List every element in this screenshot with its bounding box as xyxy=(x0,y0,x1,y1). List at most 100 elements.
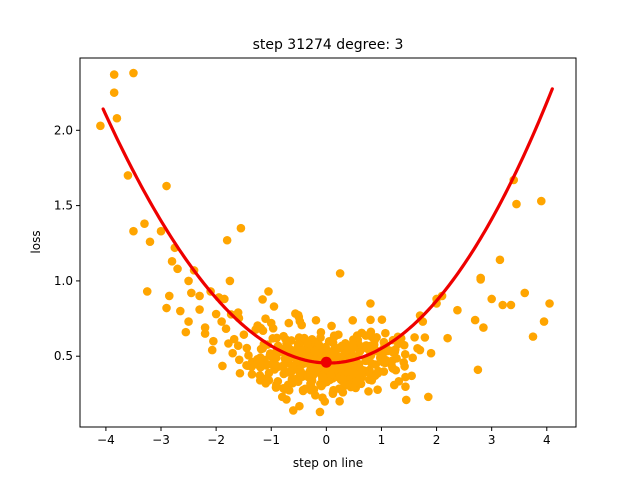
scatter-point xyxy=(352,377,361,387)
fit-curve-layer xyxy=(101,87,554,368)
scatter-point xyxy=(339,361,348,371)
scatter-point xyxy=(536,196,546,206)
scatter-point xyxy=(388,364,398,373)
scatter-point xyxy=(373,366,383,376)
scatter-point xyxy=(539,317,549,326)
scatter-point xyxy=(420,333,430,342)
scatter-point xyxy=(306,368,316,378)
scatter-point xyxy=(479,323,488,332)
scatter-point xyxy=(164,291,174,301)
scatter-point xyxy=(167,257,177,266)
scatter-point xyxy=(352,331,362,340)
scatter-point xyxy=(315,407,325,417)
x-tick-label: −1 xyxy=(262,433,280,447)
scatter-point xyxy=(408,353,418,363)
scatter-point xyxy=(251,325,260,334)
scatter-point xyxy=(176,306,185,316)
scatter-point xyxy=(388,348,398,357)
x-tick-label: 2 xyxy=(433,433,441,447)
scatter-point xyxy=(401,395,411,405)
scatter-point xyxy=(366,299,375,308)
scatter-point xyxy=(328,388,338,398)
scatter-point xyxy=(367,376,377,385)
scatter-point xyxy=(286,345,295,354)
scatter-point xyxy=(393,339,403,349)
scatter-point xyxy=(377,315,387,324)
scatter-point xyxy=(487,294,496,304)
scatter-point xyxy=(277,392,287,402)
scatter-point xyxy=(285,367,295,377)
scatter-point xyxy=(506,300,516,310)
scatter-point xyxy=(162,303,171,313)
chart-title: step 31274 degree: 3 xyxy=(253,37,404,53)
scatter-point xyxy=(200,323,210,332)
scatter-point xyxy=(410,333,419,342)
current-step-marker xyxy=(320,356,332,368)
scatter-point xyxy=(329,332,339,342)
scatter-point xyxy=(316,328,326,337)
scatter-point xyxy=(295,401,304,411)
scatter-point xyxy=(476,273,485,283)
x-tick-label: 1 xyxy=(378,433,386,447)
scatter-point xyxy=(381,328,390,338)
scatter-point xyxy=(498,300,508,310)
scatter-point xyxy=(224,339,233,348)
scatter-point xyxy=(235,368,245,378)
scatter-point xyxy=(335,397,344,406)
scatter-point xyxy=(173,264,182,274)
scatter-point xyxy=(443,333,452,343)
scatter-point xyxy=(303,339,312,348)
scatter-point xyxy=(266,318,276,328)
y-tick-label: 0.5 xyxy=(54,349,73,363)
scatter-point xyxy=(142,287,152,296)
scatter-point xyxy=(207,345,217,355)
scatter-point xyxy=(256,363,265,372)
scatter-point xyxy=(247,369,257,379)
scatter-point xyxy=(284,318,294,328)
scatter-point xyxy=(195,305,204,314)
scatter-point xyxy=(338,388,348,397)
scatter-point xyxy=(222,235,232,245)
scatter-point xyxy=(217,317,226,326)
scatter-point xyxy=(310,347,319,356)
scatter-point xyxy=(225,276,235,286)
scatter-point xyxy=(112,113,122,123)
scatter-point xyxy=(495,255,505,265)
scatter-point xyxy=(293,377,303,386)
scatter-point xyxy=(328,349,338,358)
scatter-point xyxy=(156,226,166,236)
scatter-point xyxy=(317,371,327,381)
scatter-point xyxy=(545,299,554,308)
scatter-point xyxy=(528,332,538,341)
scatter-point xyxy=(109,70,119,79)
scatter-point xyxy=(264,368,274,378)
scatter-point xyxy=(233,308,243,317)
scatter-point xyxy=(253,354,262,364)
scatter-point xyxy=(320,397,330,406)
scatter-point xyxy=(389,380,399,390)
scatter-point xyxy=(242,343,252,353)
scatter-point xyxy=(317,381,326,391)
scatter-point xyxy=(140,219,149,228)
scatter-point xyxy=(244,351,253,360)
scatter-point xyxy=(426,348,436,358)
scatter-point xyxy=(314,340,324,350)
scatter-point xyxy=(520,288,530,298)
scatter-point xyxy=(401,372,410,382)
scatter-point xyxy=(228,348,237,358)
x-tick-label: 3 xyxy=(488,433,496,447)
y-tick-label: 2.0 xyxy=(54,123,73,137)
scatter-point xyxy=(123,171,133,180)
scatter-point xyxy=(96,121,105,131)
scatter-point xyxy=(258,295,267,304)
scatter-point xyxy=(473,365,483,375)
scatter-point xyxy=(261,379,271,388)
scatter-point xyxy=(162,181,171,191)
scatter-point xyxy=(306,379,316,388)
scatter-point xyxy=(221,324,231,334)
scatter-point xyxy=(288,406,298,415)
scatter-point xyxy=(195,291,204,301)
scatter-point xyxy=(373,385,382,394)
scatter-point xyxy=(181,327,191,337)
scatter-point xyxy=(279,360,288,370)
